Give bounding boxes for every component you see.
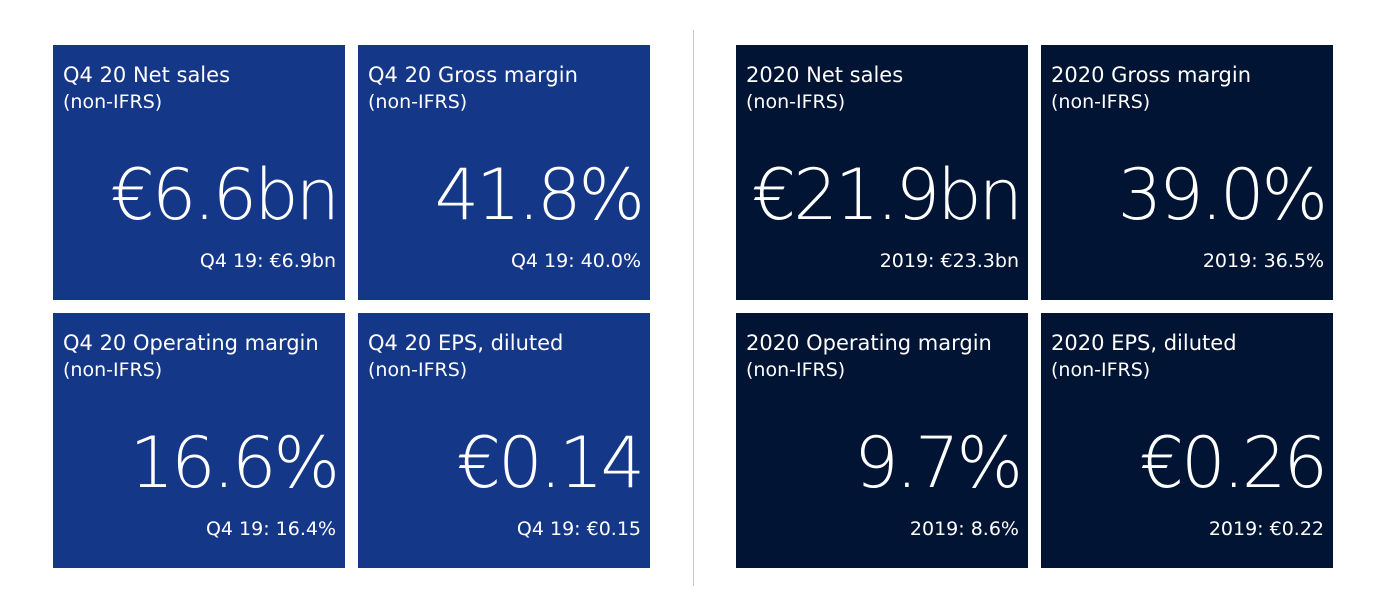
fy-kpi-grid: 2020 Net sales (non-IFRS) €21.9bn 2019: … — [736, 45, 1333, 568]
kpi-tile-q4-eps: Q4 20 EPS, diluted (non-IFRS) €0.14 Q4 1… — [358, 313, 650, 568]
kpi-prior-period: 2019: 36.5% — [1202, 250, 1324, 272]
kpi-title: Q4 20 EPS, diluted — [368, 331, 564, 355]
kpi-value: 9.7% — [854, 422, 1023, 504]
kpi-title: 2020 Gross margin — [1051, 63, 1252, 87]
kpi-prior-period: Q4 19: 40.0% — [510, 250, 641, 272]
section-divider — [693, 30, 694, 586]
kpi-subtitle: (non-IFRS) — [368, 359, 468, 381]
kpi-title: Q4 20 Operating margin — [63, 331, 319, 355]
kpi-subtitle: (non-IFRS) — [368, 91, 468, 113]
kpi-subtitle: (non-IFRS) — [63, 91, 163, 113]
kpi-value: 39.0% — [1117, 154, 1328, 236]
kpi-value: €0.26 — [1139, 422, 1328, 504]
kpi-value: €0.14 — [456, 422, 645, 504]
kpi-prior-period: 2019: 8.6% — [909, 518, 1019, 540]
kpi-prior-period: 2019: €23.3bn — [879, 250, 1019, 272]
kpi-prior-period: Q4 19: €6.9bn — [199, 250, 336, 272]
kpi-subtitle: (non-IFRS) — [63, 359, 163, 381]
q4-kpi-grid: Q4 20 Net sales (non-IFRS) €6.6bn Q4 19:… — [53, 45, 650, 568]
kpi-tile-fy-net-sales: 2020 Net sales (non-IFRS) €21.9bn 2019: … — [736, 45, 1028, 300]
kpi-tile-fy-gross-margin: 2020 Gross margin (non-IFRS) 39.0% 2019:… — [1041, 45, 1333, 300]
kpi-title: Q4 20 Net sales — [63, 63, 231, 87]
kpi-value: 16.6% — [129, 422, 340, 504]
kpi-prior-period: 2019: €0.22 — [1208, 518, 1324, 540]
kpi-title: 2020 Net sales — [746, 63, 904, 87]
kpi-title: 2020 Operating margin — [746, 331, 992, 355]
kpi-tile-q4-gross-margin: Q4 20 Gross margin (non-IFRS) 41.8% Q4 1… — [358, 45, 650, 300]
kpi-prior-period: Q4 19: 16.4% — [205, 518, 336, 540]
kpi-subtitle: (non-IFRS) — [746, 359, 846, 381]
kpi-title: Q4 20 Gross margin — [368, 63, 578, 87]
kpi-prior-period: Q4 19: €0.15 — [516, 518, 641, 540]
kpi-value: €6.6bn — [110, 154, 340, 236]
kpi-tile-fy-operating-margin: 2020 Operating margin (non-IFRS) 9.7% 20… — [736, 313, 1028, 568]
kpi-tile-q4-net-sales: Q4 20 Net sales (non-IFRS) €6.6bn Q4 19:… — [53, 45, 345, 300]
kpi-value: 41.8% — [434, 154, 645, 236]
kpi-subtitle: (non-IFRS) — [1051, 359, 1151, 381]
kpi-tile-q4-operating-margin: Q4 20 Operating margin (non-IFRS) 16.6% … — [53, 313, 345, 568]
kpi-subtitle: (non-IFRS) — [746, 91, 846, 113]
kpi-title: 2020 EPS, diluted — [1051, 331, 1237, 355]
kpi-subtitle: (non-IFRS) — [1051, 91, 1151, 113]
kpi-value: €21.9bn — [751, 154, 1023, 236]
kpi-tile-fy-eps: 2020 EPS, diluted (non-IFRS) €0.26 2019:… — [1041, 313, 1333, 568]
